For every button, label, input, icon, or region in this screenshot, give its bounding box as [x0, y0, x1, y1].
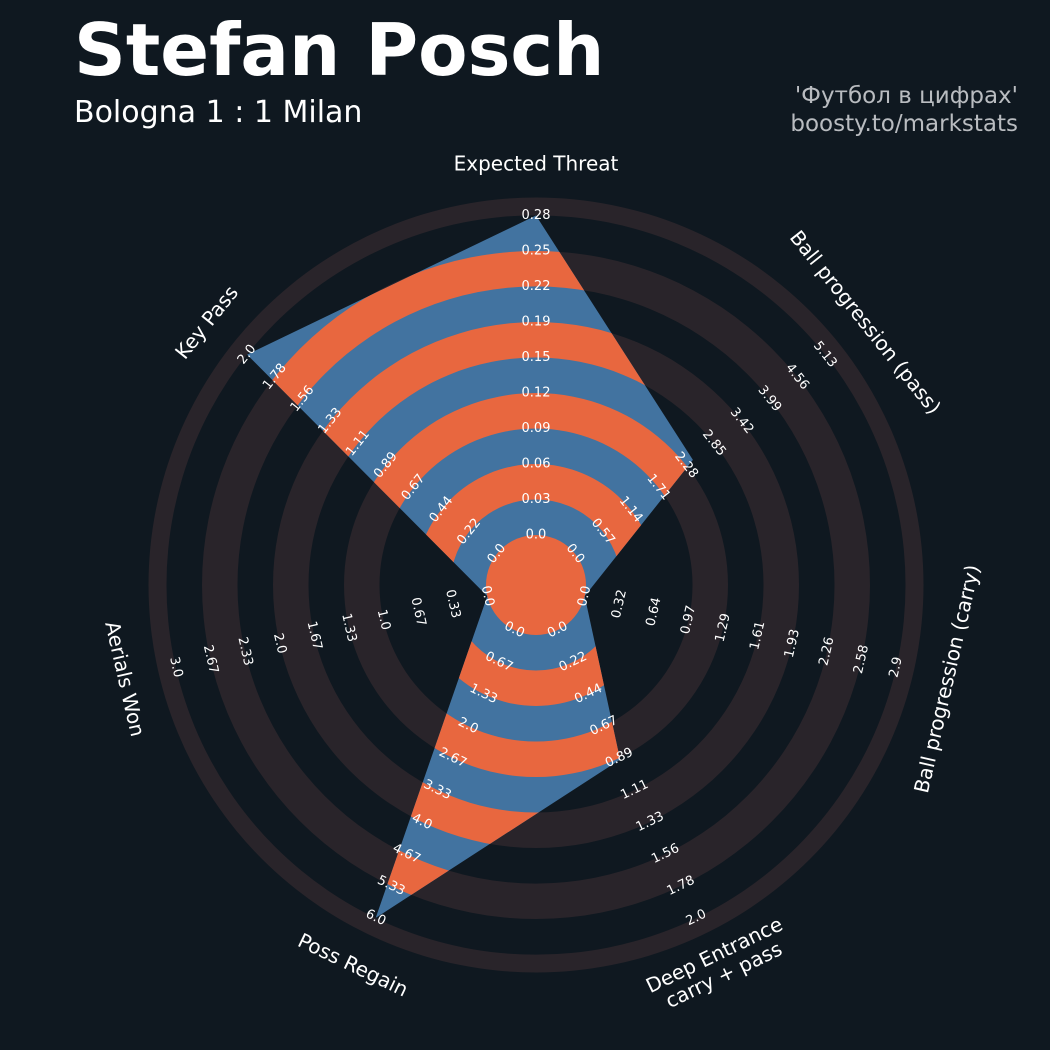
- tick-label-3-4: 1.29: [713, 612, 734, 644]
- tick-label-6-7: 2.33: [234, 636, 255, 668]
- axis-label-group-6: Aerials Won: [100, 619, 150, 739]
- tick-label-1-5: 0.15: [522, 350, 551, 365]
- credit-block: 'Футбол в цифрах' boosty.to/markstats: [790, 82, 1018, 138]
- tick-label-6-2: 0.67: [407, 596, 428, 628]
- tick-label-1-8: 0.25: [522, 244, 551, 259]
- tick-label-3-8: 2.58: [851, 644, 872, 676]
- tick-label-1-7: 0.22: [522, 279, 551, 294]
- tick-label-6-0: 0.0: [478, 584, 497, 608]
- tick-label-3-3: 0.97: [678, 604, 699, 636]
- tick-label-6-4: 1.33: [338, 612, 359, 644]
- tick-label-3-7: 2.26: [816, 636, 837, 668]
- credit-line-1: 'Футбол в цифрах': [794, 83, 1018, 109]
- tick-label-1-9: 0.28: [522, 208, 551, 223]
- tick-label-1-6: 0.19: [522, 315, 551, 330]
- tick-label-3-5: 1.61: [747, 620, 768, 652]
- tick-label-3-6: 1.93: [782, 628, 803, 660]
- tick-label-1-2: 0.06: [522, 457, 551, 472]
- axis-label-6: Aerials Won: [100, 619, 150, 739]
- player-name-title: Stefan Posch: [74, 8, 605, 92]
- tick-label-1-1: 0.03: [522, 492, 551, 507]
- tick-label-1-0: 0.0: [526, 528, 547, 543]
- axis-label-group-1: Expected Threat: [454, 152, 619, 176]
- center-hub: [486, 535, 586, 635]
- tick-label-6-1: 0.33: [442, 588, 463, 620]
- tick-label-6-9: 3.0: [166, 655, 185, 679]
- tick-label-6-8: 2.67: [200, 644, 221, 676]
- tick-label-3-0: 0.0: [575, 584, 594, 608]
- match-subtitle: Bologna 1 : 1 Milan: [74, 95, 363, 130]
- tick-label-3-9: 2.9: [887, 655, 906, 679]
- tick-label-6-6: 2.0: [270, 632, 289, 656]
- tick-label-3-2: 0.64: [643, 596, 664, 628]
- credit-line-2: boosty.to/markstats: [790, 111, 1018, 137]
- tick-label-1-4: 0.12: [522, 386, 551, 401]
- tick-label-6-3: 1.0: [374, 608, 393, 632]
- tick-label-3-1: 0.32: [609, 588, 630, 620]
- tick-label-6-5: 1.67: [304, 620, 325, 652]
- tick-label-1-3: 0.09: [522, 421, 551, 436]
- axis-label-1: Expected Threat: [454, 152, 619, 176]
